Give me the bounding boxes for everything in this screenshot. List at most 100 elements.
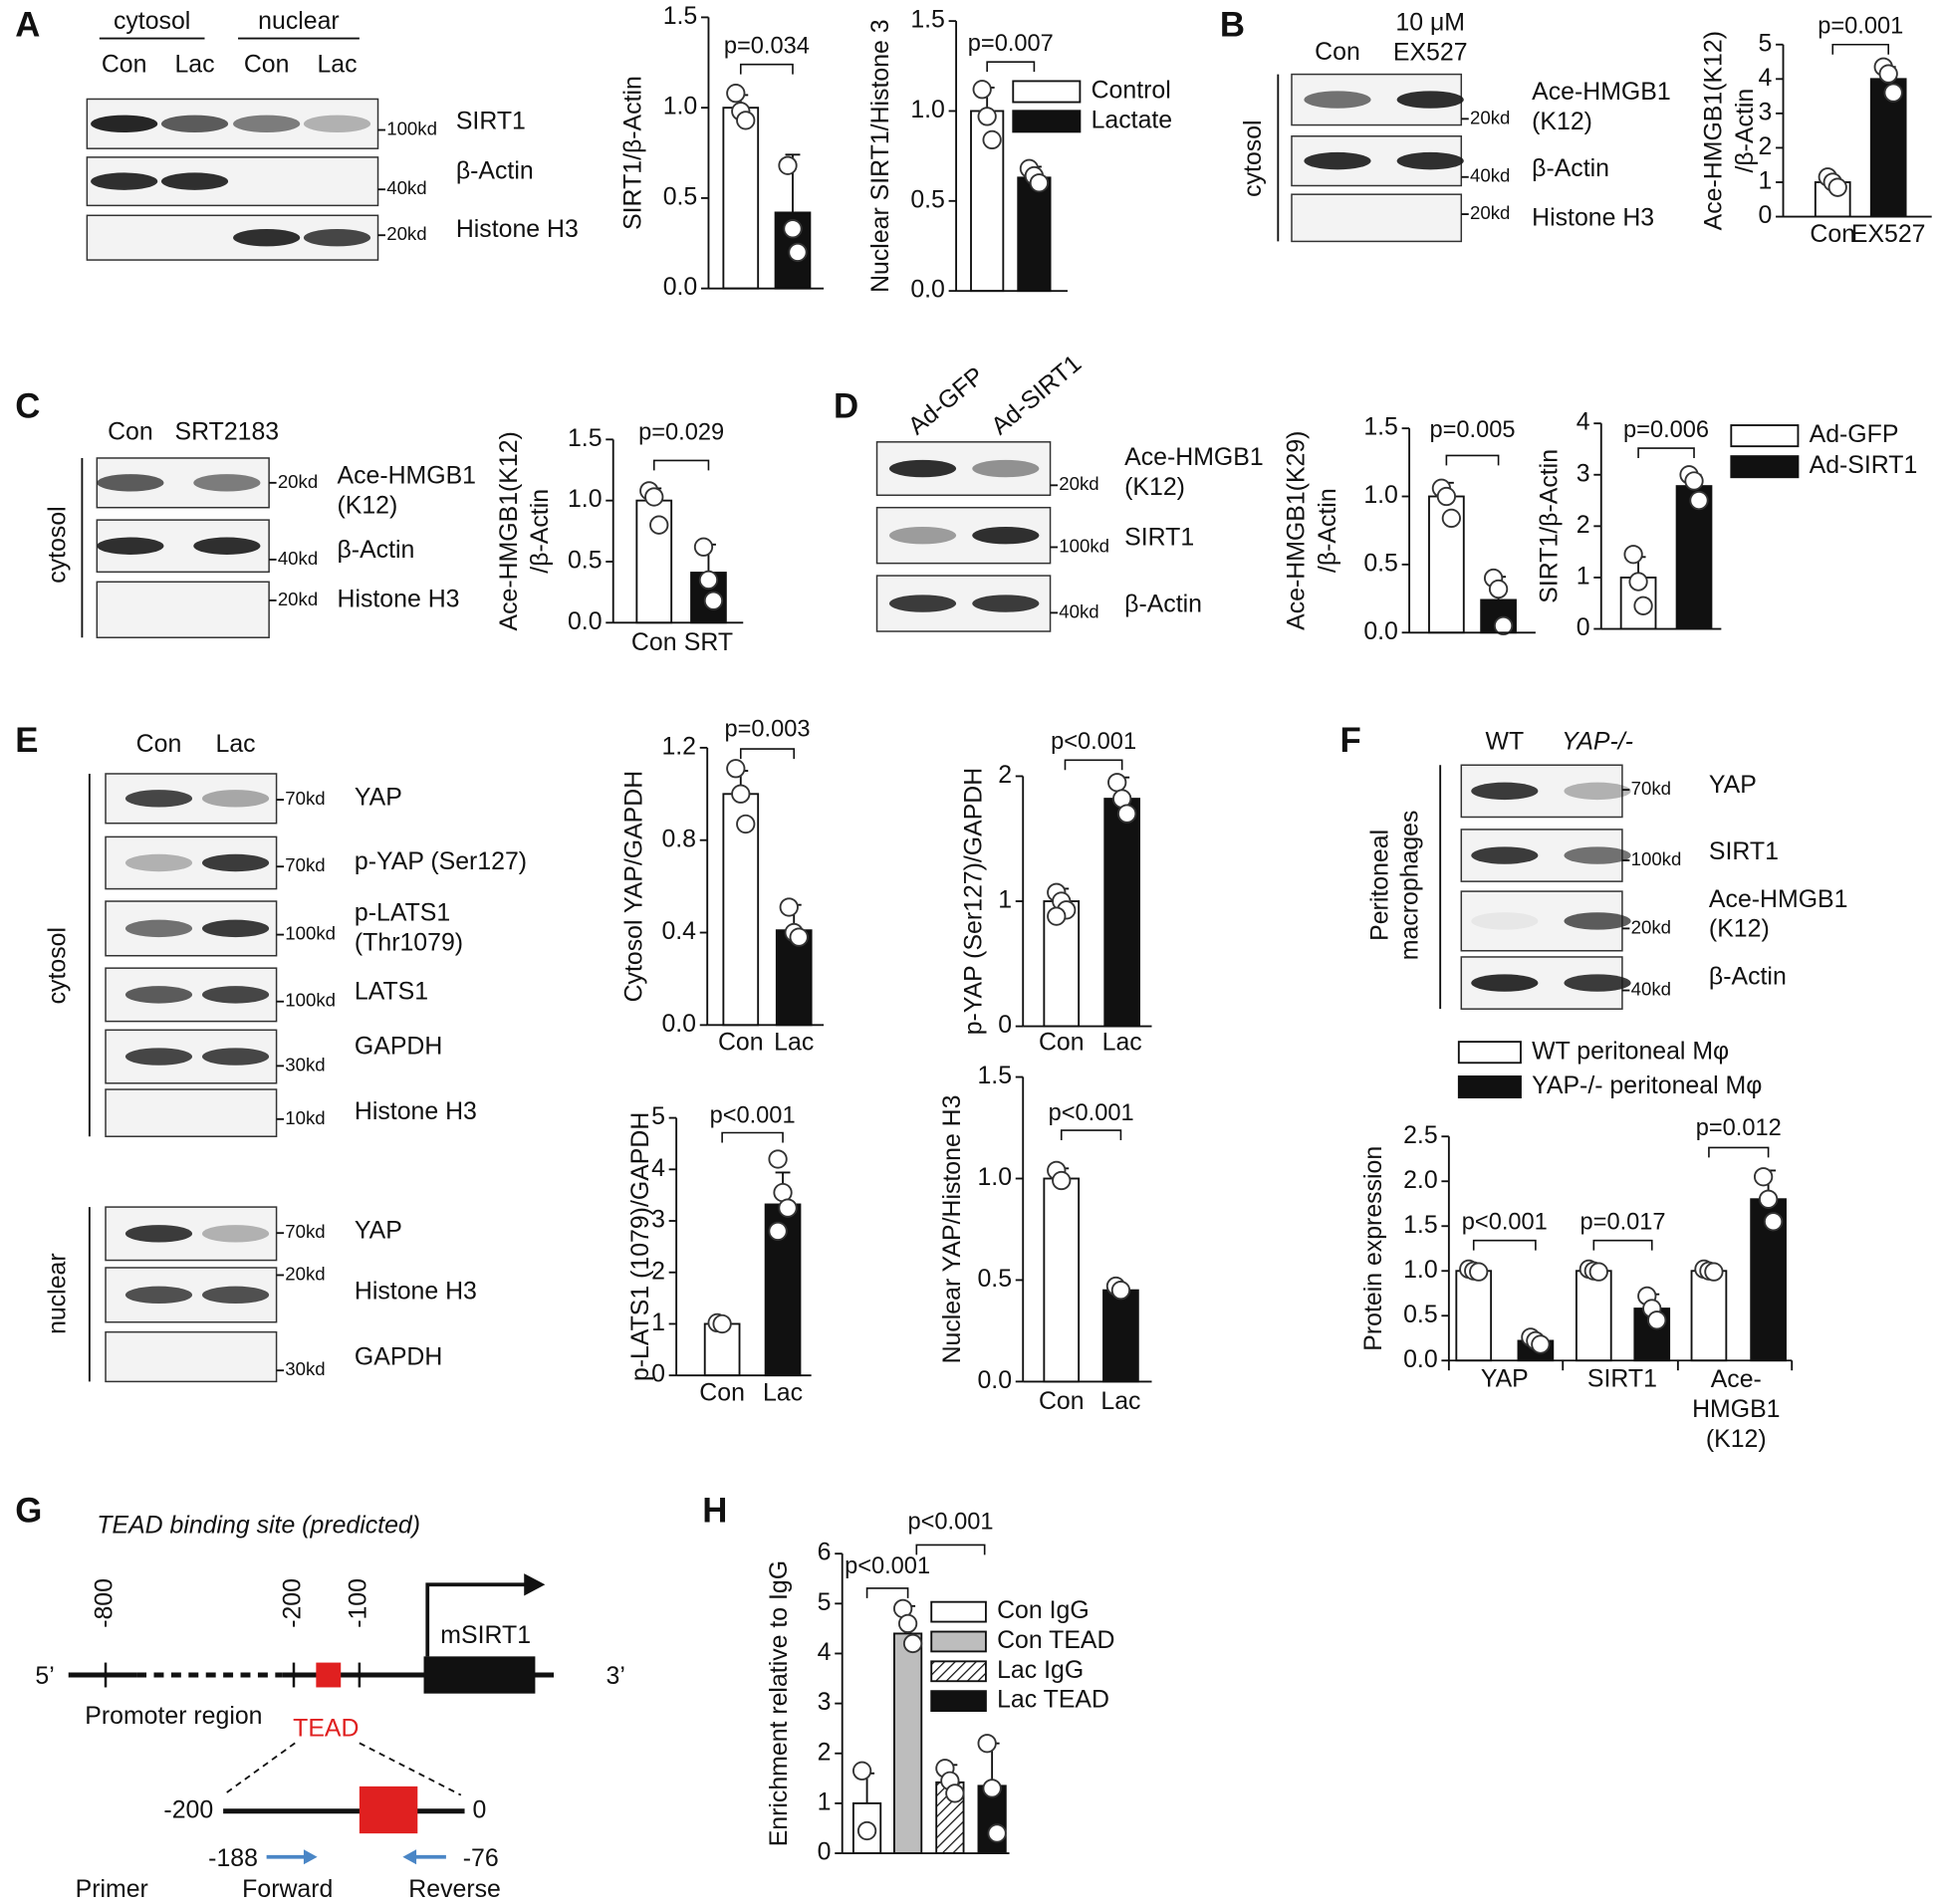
y-axis-label: Ace-HMGB1(K12) (1700, 31, 1728, 230)
y-tick-label: 0.0 (1403, 1345, 1438, 1373)
data-point (1878, 64, 1898, 84)
data-point (982, 1779, 1002, 1798)
data-point (1633, 595, 1653, 615)
significance-bracket (1472, 1239, 1537, 1251)
size-marker: 70kd (285, 788, 325, 809)
y-axis-label: /β-Actin (526, 489, 554, 574)
lane-label: Lac (317, 50, 357, 78)
significance-bracket (915, 1544, 986, 1555)
bar (1043, 1177, 1081, 1383)
band (1471, 846, 1539, 864)
y-tick-label: 2 (1577, 511, 1590, 539)
lane-label: Ad-GFP (903, 361, 990, 440)
data-point (736, 814, 756, 834)
y-tick-label: 0 (651, 1360, 665, 1388)
data-point (1684, 471, 1704, 491)
y-tick-label: 1.5 (910, 6, 945, 34)
protein-label: β-Actin (1124, 590, 1202, 617)
y-tick-label: 0.5 (1363, 549, 1398, 577)
reverse-primer-head (402, 1849, 417, 1865)
legend-label: Con TEAD (997, 1626, 1114, 1654)
primer-label: Primer (76, 1875, 148, 1903)
position-label: -200 (279, 1578, 307, 1628)
region-label: Promoter region (85, 1702, 262, 1730)
band (124, 1286, 193, 1305)
legend-label: WT peritoneal Mφ (1532, 1037, 1729, 1065)
size-marker: 20kd (1470, 202, 1510, 223)
data-point (1441, 508, 1461, 529)
y-tick-label: 0.0 (663, 273, 698, 301)
y-tick-label: 3 (1577, 459, 1590, 487)
y-tick-label: 1.5 (1363, 413, 1398, 441)
lane-label: 10 μM EX527 (1393, 8, 1468, 66)
legend-label: Con IgG (997, 1596, 1090, 1624)
fraction-label: cytosol (43, 506, 71, 583)
size-marker: 40kd (1059, 600, 1098, 621)
bar (1017, 176, 1052, 293)
data-point (703, 591, 724, 610)
y-tick-label: 1.0 (910, 96, 945, 123)
p-value: p=0.001 (1818, 14, 1903, 40)
fraction-label: nuclear (43, 1253, 71, 1334)
y-tick-label: 0 (1577, 613, 1590, 641)
band (1471, 974, 1539, 992)
y-axis-label: Ace-HMGB1(K12) (495, 431, 523, 630)
legend-swatch (1457, 1075, 1522, 1099)
tss-arrow-head (524, 1573, 546, 1596)
data-point (1029, 173, 1050, 193)
data-point (1488, 579, 1509, 599)
fraction-label: Peritonealmacrophages (1365, 811, 1423, 961)
size-marker: 100kd (1631, 848, 1682, 869)
x-tick-label: Con (1810, 220, 1855, 248)
band (1564, 782, 1631, 801)
data-point (1436, 486, 1457, 507)
data-point (1588, 1262, 1608, 1282)
data-point (768, 1149, 788, 1169)
blot-strip (105, 1088, 278, 1137)
y-tick-label: 4 (1577, 408, 1590, 436)
significance-bracket (1060, 1129, 1122, 1140)
data-point (902, 1633, 923, 1654)
band (91, 115, 158, 133)
protein-label: LATS1 (355, 978, 428, 1006)
protein-label: SIRT1 (456, 108, 526, 135)
y-tick-label: 0.0 (661, 1010, 696, 1038)
x-tick-label: YAP (1481, 1365, 1529, 1393)
band (972, 595, 1040, 612)
data-point (982, 129, 1002, 150)
band (972, 459, 1040, 478)
x-tick-label: Ace-HMGB1 (K12) (1692, 1365, 1780, 1453)
significance-bracket (739, 748, 796, 760)
zoom-line (222, 1742, 296, 1796)
data-point (768, 1221, 788, 1241)
band (233, 115, 301, 133)
y-axis-label: Ace-HMGB1(K29) (1283, 431, 1311, 630)
blot-strip (96, 581, 270, 638)
bar (1103, 798, 1141, 1028)
band (201, 1048, 270, 1066)
size-marker: 100kd (285, 923, 336, 944)
band (201, 986, 270, 1004)
legend-swatch (1012, 80, 1082, 104)
legend-swatch (930, 1600, 987, 1623)
band (124, 790, 193, 808)
y-tick-label: 1.2 (661, 732, 696, 760)
size-marker: 40kd (1470, 165, 1510, 186)
data-point (1107, 773, 1127, 793)
legend-label: Lac IgG (997, 1656, 1084, 1684)
data-point (649, 515, 669, 535)
data-point (698, 570, 719, 591)
p-value: p=0.003 (724, 717, 810, 743)
y-axis-label: /β-Actin (1314, 488, 1341, 573)
legend-label: Ad-GFP (1810, 420, 1899, 448)
protein-label: p-LATS1 (Thr1079) (355, 898, 463, 956)
significance-bracket (1637, 447, 1695, 458)
protein-label: Ace-HMGB1 (K12) (1709, 884, 1848, 942)
bar (1575, 1270, 1612, 1362)
protein-label: YAP (1709, 771, 1757, 799)
data-point (851, 1761, 872, 1781)
y-tick-label: 2.5 (1403, 1121, 1438, 1149)
forward-primer-head (303, 1849, 318, 1865)
data-point (726, 84, 746, 104)
y-tick-label: 4 (651, 1154, 665, 1182)
